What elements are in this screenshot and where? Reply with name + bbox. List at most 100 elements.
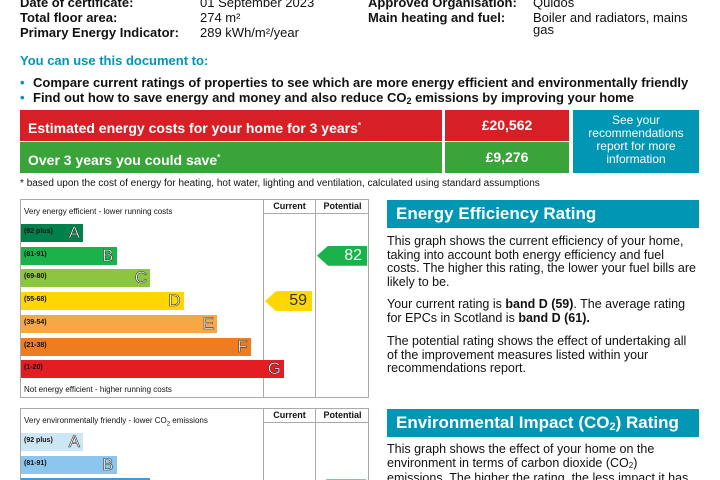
pei-value: 289 kWh/m²/year xyxy=(200,25,299,40)
recommendations-link[interactable]: See your recommendations report for more… xyxy=(573,110,699,173)
potential-column-header: Potential xyxy=(323,410,362,420)
bullet-save: • Find out how to save energy and money a… xyxy=(20,90,634,106)
band-range: (69-80) xyxy=(24,273,47,281)
current-rating-arrow: 59 xyxy=(265,291,312,312)
asterisk: * xyxy=(357,121,362,130)
env-title-b: ) Rating xyxy=(615,413,679,432)
savings-value: £9,276 xyxy=(445,142,569,173)
band-range: (81-91) xyxy=(24,459,47,467)
certificate-summary: Date of certificate: 01 September 2023 T… xyxy=(20,0,720,40)
average-band: band D (61). xyxy=(518,310,590,325)
energy-rating-para2: Your current rating is band D (59). The … xyxy=(387,297,699,325)
band-range: (92 plus) xyxy=(24,437,53,444)
potential-column-header: Potential xyxy=(323,201,362,211)
date-value: 01 September 2023 xyxy=(200,0,315,10)
band-letter: B xyxy=(102,245,114,265)
pei-label: Primary Energy Indicator: xyxy=(20,25,179,40)
energy-band-c: (69-80) C xyxy=(21,268,150,288)
savings-text: Over 3 years you could save xyxy=(28,152,218,168)
bullet-compare: • Compare current ratings of properties t… xyxy=(20,75,688,90)
see-line-4: information xyxy=(606,152,666,166)
chart-divider xyxy=(315,200,316,397)
env-para-sub: 2 xyxy=(628,460,634,470)
caption-sub: 2 xyxy=(166,421,171,428)
caption-text-b: emissions xyxy=(170,416,208,425)
band-range: (1-20) xyxy=(24,364,43,372)
chart-divider xyxy=(263,200,264,397)
bullet-save-text-a: Find out how to save energy and money an… xyxy=(33,90,407,105)
band-range: (21-38) xyxy=(24,341,47,349)
bullet-save-sub: 2 xyxy=(406,96,412,106)
band-range: (92 plus) xyxy=(24,228,53,235)
energy-band-d: (55-68) D xyxy=(21,291,184,311)
current-band: band D (59) xyxy=(505,297,574,311)
energy-efficiency-chart: Current Potential Very energy efficient … xyxy=(20,199,369,398)
band-range: (81-91) xyxy=(24,250,47,258)
estimated-cost-label: Estimated energy costs for your home for… xyxy=(20,110,442,141)
organisation-value: Quidos xyxy=(533,0,575,10)
floor-area-value: 274 m² xyxy=(200,10,241,25)
footnote-asterisk: * xyxy=(20,178,24,189)
band-letter: F xyxy=(237,336,248,356)
energy-band-b: (81-91) B xyxy=(21,245,117,265)
chart-top-caption: Very energy efficient - lower running co… xyxy=(24,207,173,216)
see-line-1: See your xyxy=(611,113,661,127)
env-title-sub: 2 xyxy=(609,421,616,433)
band-letter: D xyxy=(168,291,181,311)
chart-header-rule xyxy=(263,422,368,423)
footnote-text: based upon the cost of energy for heatin… xyxy=(26,178,540,189)
energy-band-f: (21-38) F xyxy=(21,336,251,356)
chart-bottom-caption: Not energy efficient - higher running co… xyxy=(24,385,172,394)
potential-rating-arrow: 82 xyxy=(317,245,367,266)
estimated-cost-value: £20,562 xyxy=(445,110,569,141)
chart-top-caption: Very environmentally friendly - lower CO… xyxy=(24,416,208,428)
uses-title: You can use this document to: xyxy=(20,53,209,68)
env-para-b: ) emissions. The higher the rating, the … xyxy=(387,455,689,480)
bullet-compare-text: Compare current ratings of properties to… xyxy=(33,75,689,90)
band-range: (55-68) xyxy=(24,296,47,304)
bullet-dot: • xyxy=(20,75,25,90)
env-para-a: This graph shows the effect of your home… xyxy=(387,442,655,470)
band-letter: A xyxy=(68,432,80,451)
heating-label: Main heating and fuel: xyxy=(368,10,506,25)
bullet-save-text-b: emissions by improving your home xyxy=(411,90,634,105)
band-letter: C xyxy=(134,268,147,288)
chart-divider xyxy=(315,409,316,480)
energy-band-g: (1-20) G xyxy=(21,359,284,379)
energy-band-a: (92 plus) A xyxy=(21,223,83,242)
band-letter: E xyxy=(202,313,214,333)
date-label: Date of certificate: xyxy=(20,0,134,10)
heating-value-line2: gas xyxy=(533,22,554,37)
see-line-3: report for more xyxy=(596,139,676,153)
organisation-label: Approved Organisation: xyxy=(368,0,517,10)
savings-label: Over 3 years you could save* xyxy=(20,142,442,173)
floor-area-label: Total floor area: xyxy=(20,10,118,25)
bullet-dot: • xyxy=(20,90,25,105)
band-letter: B xyxy=(102,454,114,474)
environmental-band-b: (81-91) B xyxy=(21,454,117,474)
asterisk: * xyxy=(217,153,221,162)
energy-rating-para3: The potential rating shows the effect of… xyxy=(387,334,687,375)
current-column-header: Current xyxy=(273,410,306,420)
current-column-header: Current xyxy=(273,201,306,211)
band-letter: G xyxy=(267,359,281,379)
environmental-rating-para: This graph shows the effect of your home… xyxy=(387,442,699,480)
para2-text-a: Your current rating is xyxy=(387,297,506,311)
band-range: (39-54) xyxy=(24,318,47,326)
environmental-rating-heading: Environmental Impact (CO2) Rating xyxy=(387,409,699,437)
band-letter: A xyxy=(68,223,80,242)
chart-divider xyxy=(263,409,264,480)
environmental-impact-chart: Current Potential Very environmentally f… xyxy=(20,408,369,480)
energy-rating-para1: This graph shows the current efficiency … xyxy=(387,234,696,289)
cost-footnote: * based upon the cost of energy for heat… xyxy=(20,178,540,189)
energy-band-e: (39-54) E xyxy=(21,313,217,333)
para2-text-c: . The average rating for EPCs in Scotlan… xyxy=(387,297,686,325)
energy-rating-heading: Energy Efficiency Rating xyxy=(387,200,699,228)
env-title-a: Environmental Impact (CO xyxy=(396,413,610,432)
caption-text-a: Very environmentally friendly - lower CO xyxy=(24,416,167,425)
estimated-cost-text: Estimated energy costs for your home for… xyxy=(28,120,358,136)
environmental-band-c: (69-80)C xyxy=(21,478,150,480)
heating-value-line1: Boiler and radiators, mains xyxy=(533,10,688,25)
see-line-2: recommendations xyxy=(588,126,684,140)
environmental-band-a: (92 plus) A xyxy=(21,432,83,451)
